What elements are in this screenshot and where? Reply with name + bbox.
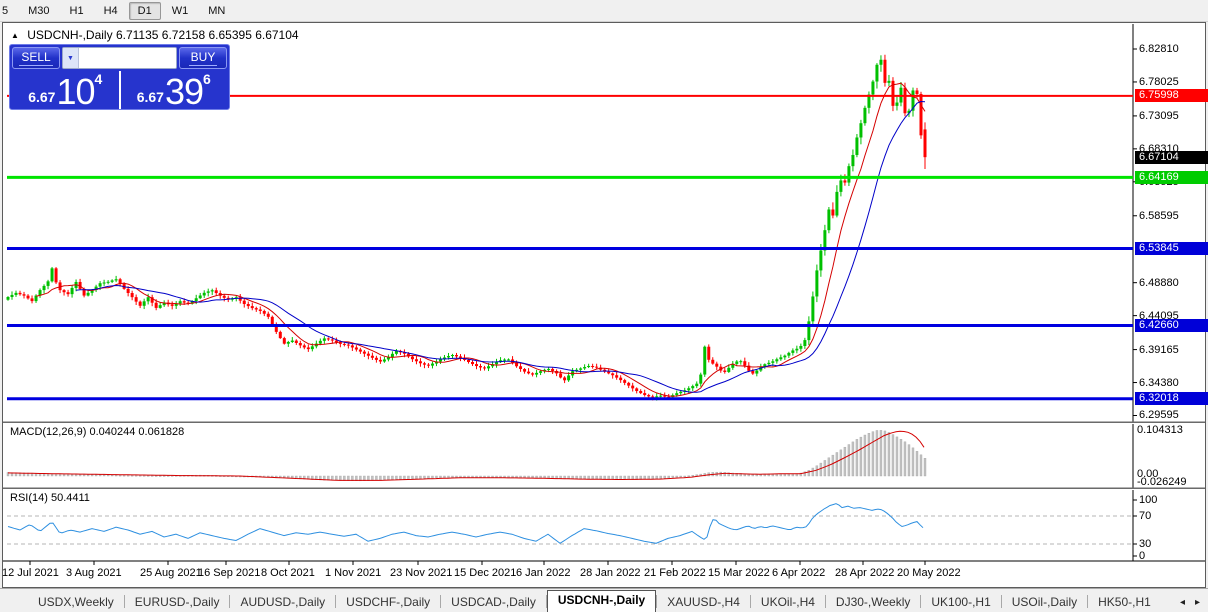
price-badge: 6.64169 (1135, 170, 1208, 184)
macd-label: MACD(12,26,9) 0.040244 0.061828 (10, 426, 185, 438)
date-label: 28 Apr 2022 (835, 567, 895, 579)
date-label: 23 Nov 2021 (390, 567, 453, 579)
price-tick-label: 6.34380 (1139, 376, 1179, 389)
tab-separator (824, 595, 826, 608)
rsi-axis-label: 30 (1139, 538, 1152, 550)
chart-tab-audusd-daily[interactable]: AUDUSD-,Daily (240, 595, 326, 609)
chart-tab-usdx-weekly[interactable]: USDX,Weekly (38, 595, 114, 609)
tab-separator (545, 595, 547, 608)
tab-scroll-left-icon[interactable]: ◂ (1179, 597, 1185, 608)
tab-separator (229, 595, 231, 608)
tab-separator (656, 595, 658, 608)
date-label: 25 Aug 2021 (140, 567, 202, 579)
price-badge: 6.32018 (1135, 392, 1208, 406)
collapse-icon[interactable]: ▲ (11, 31, 19, 40)
price-tick-label: 6.29595 (1139, 409, 1179, 422)
chart-tab-usdcad-daily[interactable]: USDCAD-,Daily (451, 595, 536, 609)
price-badge: 6.75998 (1135, 89, 1208, 103)
date-label: 21 Feb 2022 (644, 567, 706, 579)
date-label: 16 Sep 2021 (198, 567, 261, 579)
date-label: 6 Jan 2022 (516, 567, 571, 579)
macd-axis-label: 0.104313 (1137, 424, 1183, 436)
tab-separator (1087, 595, 1089, 608)
price-tick-label: 6.48880 (1139, 276, 1179, 289)
macd-axis-label: 0.00 (1137, 468, 1159, 480)
chart-tab-hk50-h1[interactable]: HK50-,H1 (1098, 595, 1151, 609)
tab-separator (335, 595, 337, 608)
date-label: 12 Jul 2021 (2, 567, 59, 579)
chart-tab-xauusd-h4[interactable]: XAUUSD-,H4 (667, 595, 740, 609)
timeframe-buttons: 5 M30 H1 H4 D1 W1 MN (0, 1, 235, 20)
date-label: 6 Apr 2022 (772, 567, 826, 579)
volume-input[interactable] (79, 48, 176, 68)
chart-tab-dj30-weekly[interactable]: DJ30-,Weekly (835, 595, 911, 609)
timeframe-button-5[interactable]: 5 (2, 4, 9, 17)
tab-scroll-right-icon[interactable]: ▸ (1194, 597, 1200, 608)
price-tick-label: 6.78025 (1139, 75, 1179, 88)
timeframe-button-h4[interactable]: H4 (103, 4, 118, 17)
tab-separator (920, 595, 922, 608)
ohlc-values: 6.71135 6.72158 6.65395 6.67104 (115, 28, 299, 42)
timeframe-button-h1[interactable]: H1 (69, 4, 84, 17)
chart-tab-usdchf-daily[interactable]: USDCHF-,Daily (346, 595, 431, 609)
volume-decrease-icon[interactable]: ▼ (63, 48, 79, 68)
date-label: 15 Dec 2021 (454, 567, 517, 579)
timeframe-button-d1[interactable]: D1 (128, 1, 161, 20)
macd-axis-label: -0.026249 (1137, 476, 1187, 488)
buy-button[interactable]: BUY (179, 47, 227, 69)
price-tick-label: 6.39165 (1139, 343, 1179, 356)
tab-separator (123, 595, 125, 608)
price-badge: 6.42660 (1135, 319, 1208, 332)
price-tick-label: 6.73095 (1139, 109, 1179, 122)
symbol-header: ▲ USDCNH-,Daily 6.71135 6.72158 6.65395 … (11, 28, 299, 42)
rsi-axis-label: 0 (1139, 550, 1146, 562)
chart-tab-ukoil-h4[interactable]: UKOil-,H4 (760, 595, 815, 609)
symbol-name: USDCNH-,Daily (27, 28, 113, 42)
timeframe-button-mn[interactable]: MN (208, 4, 226, 17)
sell-button[interactable]: SELL (12, 47, 60, 69)
date-label: 3 Aug 2021 (66, 567, 122, 579)
timeframe-toolbar: 5 M30 H1 H4 D1 W1 MN (0, 0, 1208, 22)
chart-tab-uk100-h1[interactable]: UK100-,H1 (931, 595, 991, 609)
tab-separator (749, 595, 751, 608)
volume-spinner: ▼ ▲ (62, 47, 177, 69)
price-tick-label: 6.44095 (1139, 309, 1179, 322)
date-label: 20 May 2022 (897, 567, 961, 579)
date-label: 1 Nov 2021 (325, 567, 382, 579)
chart-tab-usoil-daily[interactable]: USOil-,Daily (1011, 595, 1078, 609)
timeframe-button-w1[interactable]: W1 (171, 4, 189, 17)
price-badge: 6.53845 (1135, 241, 1208, 255)
price-tick-label: 6.58595 (1139, 209, 1179, 222)
rsi-label: RSI(14) 50.4411 (10, 492, 90, 504)
chart-tabs: USDX,Weekly EURUSD-,Daily AUDUSD-,Daily USD… (28, 590, 1161, 612)
rsi-axis-label: 100 (1139, 494, 1158, 506)
chart-tab-bar: USDX,Weekly EURUSD-,Daily AUDUSD-,Daily USD… (0, 588, 1208, 612)
sell-price-tile[interactable]: 6.67 10 4 (12, 71, 119, 110)
price-tick-label: 6.82810 (1139, 43, 1179, 55)
tab-separator (1000, 595, 1002, 608)
buy-price-tile[interactable]: 6.67 39 6 (120, 71, 227, 110)
chart-window (2, 22, 1206, 588)
timeframe-button-m30[interactable]: M30 (28, 4, 50, 17)
date-label: 28 Jan 2022 (580, 567, 641, 579)
tab-separator (440, 595, 442, 608)
chart-tab-eurusd-daily[interactable]: EURUSD-,Daily (134, 595, 220, 609)
rsi-axis-label: 70 (1139, 510, 1152, 522)
chart-tab-usdcnh-daily[interactable]: USDCNH-,Daily (546, 590, 657, 612)
date-label: 15 Mar 2022 (708, 567, 770, 579)
date-label: 8 Oct 2021 (261, 567, 315, 579)
price-badge: 6.67104 (1135, 150, 1208, 164)
